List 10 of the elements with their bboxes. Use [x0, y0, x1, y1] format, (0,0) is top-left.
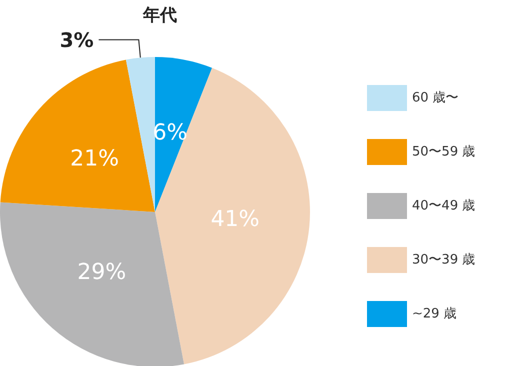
legend-label: 60 歳〜	[412, 90, 459, 106]
legend-label: 30〜39 歳	[412, 252, 476, 268]
legend-label: ~29 歳	[412, 306, 457, 322]
data-label: 41%	[210, 207, 260, 232]
legend-label: 50〜59 歳	[412, 144, 476, 160]
data-label: 3%	[60, 28, 94, 52]
data-label: 29%	[77, 260, 126, 285]
legend-label: 40〜49 歳	[412, 198, 476, 214]
data-label: 21%	[70, 146, 120, 172]
chart-title: 年代	[142, 6, 177, 26]
